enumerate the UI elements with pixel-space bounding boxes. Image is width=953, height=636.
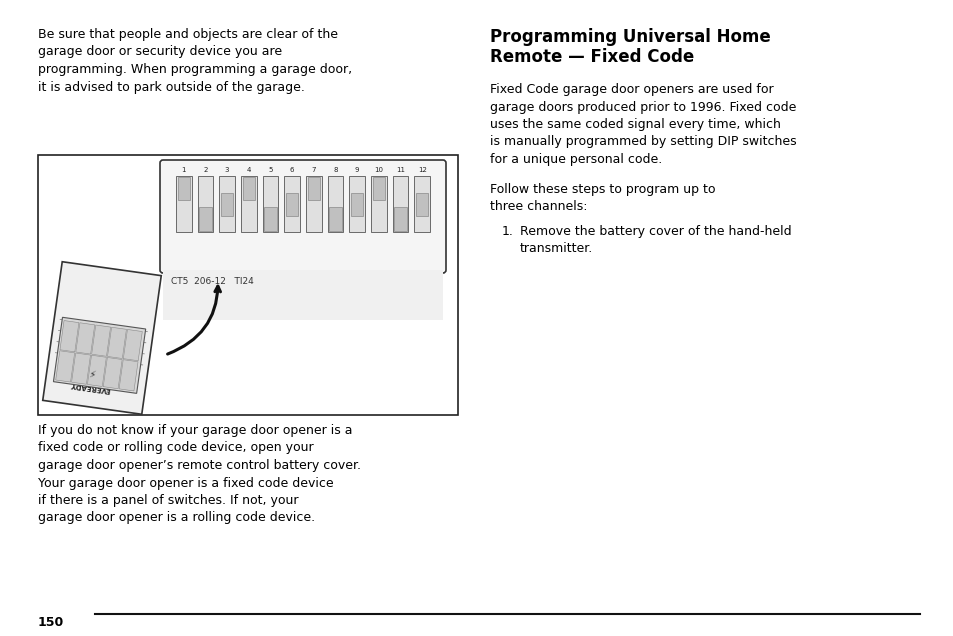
- Bar: [307, 177, 320, 200]
- Text: 6: 6: [290, 167, 294, 173]
- Text: 2: 2: [203, 167, 208, 173]
- Text: CT5  206-12   TI24: CT5 206-12 TI24: [171, 277, 253, 286]
- Text: 12: 12: [417, 167, 426, 173]
- Text: 9: 9: [355, 167, 359, 173]
- Bar: [264, 207, 276, 231]
- Text: Remote — Fixed Code: Remote — Fixed Code: [490, 48, 694, 66]
- Text: Follow these steps to program up to
three channels:: Follow these steps to program up to thre…: [490, 183, 715, 214]
- Bar: [262, 176, 278, 232]
- Bar: [221, 193, 233, 216]
- Text: 5: 5: [268, 167, 273, 173]
- Text: 1: 1: [181, 167, 186, 173]
- Polygon shape: [103, 357, 122, 389]
- Text: Be sure that people and objects are clear of the
garage door or security device : Be sure that people and objects are clea…: [38, 28, 352, 93]
- Polygon shape: [91, 325, 111, 356]
- Bar: [199, 207, 212, 231]
- Polygon shape: [119, 360, 138, 391]
- Bar: [242, 177, 254, 200]
- Polygon shape: [53, 317, 146, 393]
- Bar: [38, 155, 457, 415]
- Polygon shape: [108, 328, 127, 359]
- Bar: [163, 270, 442, 320]
- Polygon shape: [43, 262, 161, 414]
- Bar: [284, 176, 299, 232]
- Bar: [219, 176, 234, 232]
- Text: Remove the battery cover of the hand-held
transmitter.: Remove the battery cover of the hand-hel…: [519, 225, 791, 256]
- Text: 11: 11: [395, 167, 405, 173]
- Polygon shape: [60, 321, 79, 352]
- Bar: [351, 193, 363, 216]
- Polygon shape: [75, 323, 94, 354]
- Bar: [328, 176, 343, 232]
- Text: 8: 8: [333, 167, 337, 173]
- Bar: [416, 193, 428, 216]
- Text: 1.: 1.: [501, 225, 514, 238]
- Bar: [394, 207, 406, 231]
- Bar: [286, 193, 298, 216]
- Bar: [329, 207, 341, 231]
- Text: 4: 4: [247, 167, 251, 173]
- Text: 3: 3: [225, 167, 229, 173]
- Bar: [372, 177, 385, 200]
- Text: 10: 10: [374, 167, 383, 173]
- Bar: [393, 176, 408, 232]
- Bar: [349, 176, 365, 232]
- Bar: [197, 176, 213, 232]
- Bar: [177, 177, 190, 200]
- Text: ⚡: ⚡: [88, 366, 96, 377]
- Polygon shape: [55, 350, 74, 382]
- Bar: [414, 176, 430, 232]
- FancyBboxPatch shape: [160, 160, 446, 273]
- Text: 150: 150: [38, 616, 64, 629]
- Polygon shape: [71, 353, 91, 384]
- Polygon shape: [88, 356, 106, 387]
- Text: If you do not know if your garage door opener is a
fixed code or rolling code de: If you do not know if your garage door o…: [38, 424, 360, 525]
- Text: Fixed Code garage door openers are used for
garage doors produced prior to 1996.: Fixed Code garage door openers are used …: [490, 83, 796, 166]
- Bar: [241, 176, 256, 232]
- Text: EVEREADY: EVEREADY: [70, 381, 111, 392]
- Text: 7: 7: [312, 167, 315, 173]
- Polygon shape: [123, 329, 142, 361]
- Text: Programming Universal Home: Programming Universal Home: [490, 28, 770, 46]
- Bar: [371, 176, 386, 232]
- Bar: [306, 176, 321, 232]
- Bar: [176, 176, 192, 232]
